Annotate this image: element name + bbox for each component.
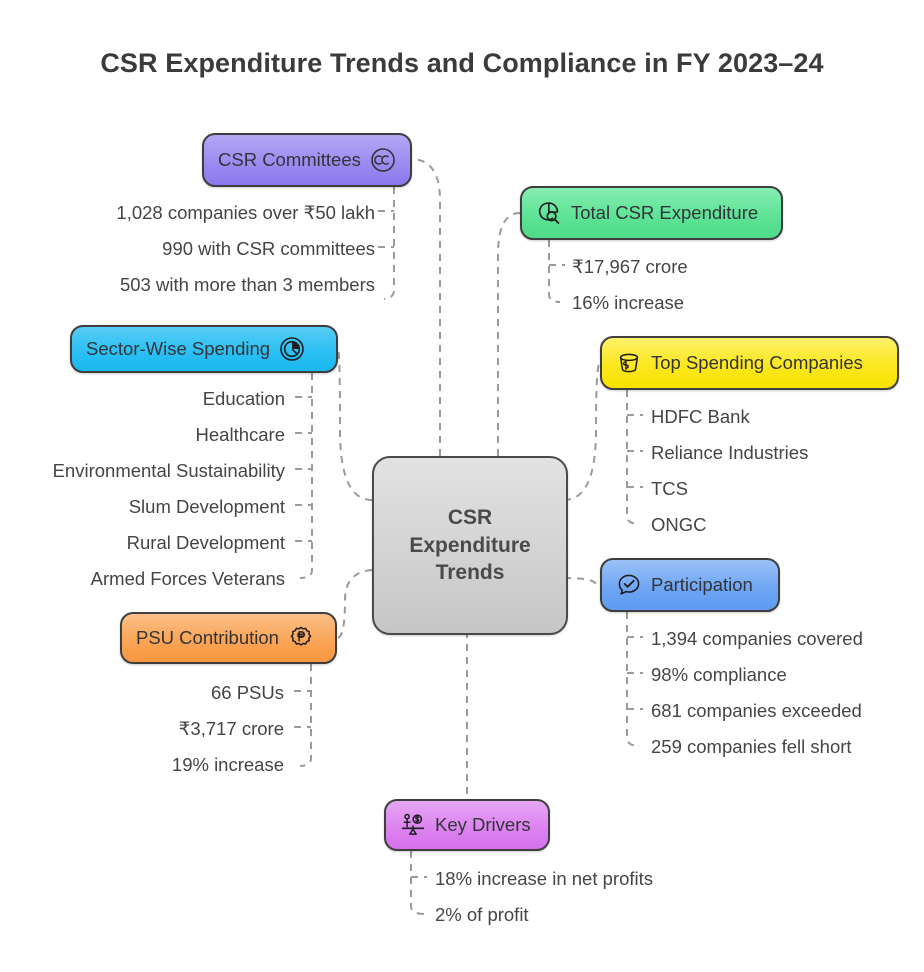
- leaf-topspend-1: Reliance Industries: [651, 442, 809, 463]
- leaf-sector-4: Rural Development: [126, 532, 285, 553]
- center-label-line-2: Expenditure: [409, 533, 531, 557]
- branch-node-total-csr-expenditure[interactable]: Total CSR Expenditure: [520, 186, 783, 240]
- branch-label-csr-committees: CSR Committees: [218, 149, 361, 170]
- branch-label-top-spending-companies: Top Spending Companies: [651, 352, 863, 373]
- center-label-line-3: Trends: [435, 561, 505, 585]
- leafwire-sector: [299, 373, 313, 579]
- leaf-sector-0: Education: [202, 388, 285, 409]
- speech-bubble-check-icon: [616, 572, 642, 598]
- branch-label-psu-contribution: PSU Contribution: [136, 627, 279, 648]
- leafwire-committees: [383, 187, 395, 300]
- leafwire-topspend: [626, 390, 641, 525]
- leaf-total-0: ₹17,967 crore: [572, 256, 688, 277]
- branch-label-sector-wise-spending: Sector-Wise Spending: [86, 338, 271, 359]
- connector-center-participation: [563, 577, 600, 586]
- leafwire-total: [548, 240, 561, 303]
- leaf-topspend-3: ONGC: [651, 514, 707, 535]
- balance-scale-person-money-icon: [400, 812, 426, 838]
- branch-label-key-drivers: Key Drivers: [435, 814, 531, 835]
- cc-circle-icon: [370, 147, 396, 173]
- connector-center-sector: [337, 348, 373, 501]
- leafwire-participation: [626, 612, 641, 747]
- center-node[interactable]: CSR Expenditure Trends: [372, 456, 568, 635]
- branch-node-psu-contribution[interactable]: PSU Contribution: [120, 612, 337, 664]
- leafwire-keydrivers: [410, 851, 425, 915]
- branch-node-sector-wise-spending[interactable]: Sector-Wise Spending: [70, 325, 338, 373]
- leaf-sector-1: Healthcare: [195, 424, 285, 445]
- leaf-committees-0: 1,028 companies over ₹50 lakh: [116, 202, 375, 223]
- leaf-topspend-2: TCS: [651, 478, 688, 499]
- branch-label-total-csr-expenditure: Total CSR Expenditure: [571, 202, 759, 223]
- pie-chart-circle-icon: [279, 336, 305, 362]
- center-label-line-1: CSR: [447, 505, 493, 529]
- peso-seal-icon: [288, 625, 314, 651]
- branch-label-participation: Participation: [651, 574, 753, 595]
- connector-center-committees: [411, 158, 441, 456]
- leaf-participation-3: 259 companies fell short: [651, 736, 852, 757]
- branch-node-participation[interactable]: Participation: [600, 558, 780, 612]
- leaf-sector-2: Environmental Sustainability: [52, 460, 285, 481]
- pie-chart-magnifier-icon: [536, 200, 562, 226]
- leaf-keydrivers-0: 18% increase in net profits: [435, 868, 654, 889]
- leaf-keydrivers-1: 2% of profit: [435, 904, 529, 925]
- leafwire-psu: [299, 664, 312, 767]
- branch-node-top-spending-companies[interactable]: Top Spending Companies: [600, 336, 899, 390]
- branch-node-csr-committees[interactable]: CSR Committees: [202, 133, 412, 187]
- leaf-sector-5: Armed Forces Veterans: [90, 568, 285, 589]
- connector-center-total: [497, 212, 521, 456]
- leaf-committees-1: 990 with CSR committees: [162, 238, 375, 259]
- center-node-label: CSR Expenditure Trends: [409, 504, 530, 587]
- leaf-topspend-0: HDFC Bank: [651, 406, 750, 427]
- leaf-sector-3: Slum Development: [128, 496, 285, 517]
- leaf-psu-2: 19% increase: [171, 754, 284, 775]
- leaf-participation-0: 1,394 companies covered: [651, 628, 863, 649]
- money-bucket-icon: [616, 350, 642, 376]
- connector-center-psu: [336, 569, 373, 639]
- leaf-total-1: 16% increase: [572, 292, 685, 313]
- branch-node-key-drivers[interactable]: Key Drivers: [384, 799, 550, 851]
- connector-center-topspend: [563, 361, 601, 501]
- leaf-committees-2: 503 with more than 3 members: [119, 274, 375, 295]
- leaf-participation-1: 98% compliance: [651, 664, 787, 685]
- leaf-psu-1: ₹3,717 crore: [178, 718, 284, 739]
- leaf-participation-2: 681 companies exceeded: [651, 700, 862, 721]
- page-title: CSR Expenditure Trends and Compliance in…: [100, 48, 824, 78]
- leaf-psu-0: 66 PSUs: [210, 682, 284, 703]
